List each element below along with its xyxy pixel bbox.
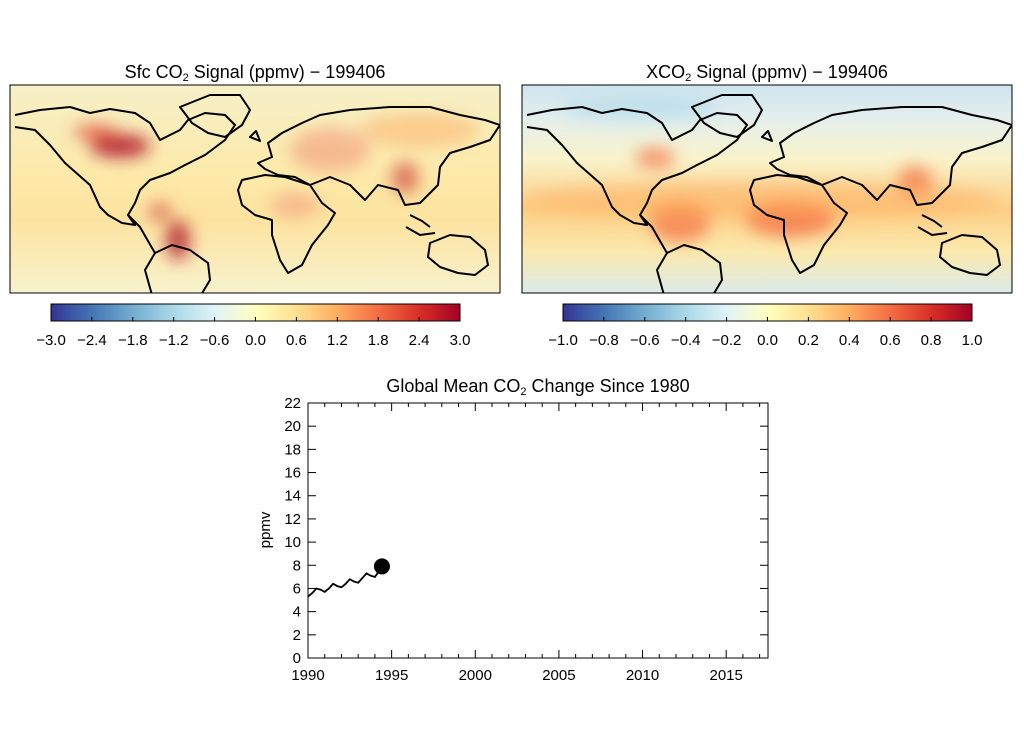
x-tick-label: 2005 (542, 667, 575, 684)
colorbar-1: −3.0 −2.4 −1.8 −1.2 −0.6 0.0 0.6 1.2 1.8 2.4 3.0 (36, 303, 471, 349)
colorbar-2-tick-label: −0.2 (712, 332, 742, 349)
colorbar-1-tick-label: −2.4 (77, 332, 107, 349)
current-point-marker (373, 558, 390, 575)
plot-frame (307, 402, 769, 659)
map2-panel (521, 84, 1013, 294)
colorbar-2-tick-label: −0.8 (589, 332, 619, 349)
map1-title-prefix: Sfc CO (124, 62, 183, 82)
x-tick-label: 2010 (626, 667, 659, 684)
colorbar-1-tick-label: −1.8 (118, 332, 148, 349)
map2-hotspots (522, 94, 1012, 293)
axis-ticks (307, 402, 768, 659)
map1-title-suffix: Signal (ppmv) − 199406 (188, 62, 386, 82)
map1-frame (9, 84, 501, 294)
chart-title-sub: 2 (520, 386, 527, 398)
colorbar-1-tick-label: 1.8 (368, 332, 389, 349)
colorbar-1-tick-label: 0.0 (245, 332, 266, 349)
map2-frame (521, 84, 1013, 294)
map1-title-sub: 2 (182, 72, 189, 84)
colorbar-2-tick-label: −0.6 (630, 332, 660, 349)
map2-title-sub: 2 (685, 72, 692, 84)
colorbar-2-tick-label: −1.0 (548, 332, 578, 349)
x-tick-label: 2000 (459, 667, 492, 684)
colorbar-1-tick-label: 0.6 (286, 332, 307, 349)
y-tick-label: 0 (293, 650, 301, 667)
y-tick-label: 8 (293, 557, 301, 574)
y-tick-label: 12 (284, 511, 301, 528)
colorbar-1-tick-label: −3.0 (36, 332, 66, 349)
x-tick-label: 2015 (709, 667, 742, 684)
chart-title: Global Mean CO2 Change Since 1980 (308, 376, 768, 398)
y-axis-label: ppmv (257, 511, 274, 548)
y-tick-label: 22 (284, 395, 301, 412)
colorbar-2: −1.0 −0.8 −0.6 −0.4 −0.2 0.0 0.2 0.4 0.6 0.8 1.0 (548, 303, 983, 349)
colorbar-1-tick-label: −0.6 (200, 332, 230, 349)
colorbar-1-tick-label: 1.2 (327, 332, 348, 349)
y-tick-label: 18 (284, 441, 301, 458)
colorbar-2-tick-label: −0.4 (671, 332, 701, 349)
y-tick-label: 6 (293, 580, 301, 597)
map1-panel (9, 84, 501, 294)
colorbar-1-tick-label: 3.0 (450, 332, 471, 349)
map2-title-prefix: XCO (646, 62, 686, 82)
colorbar-1-tick-label: 2.4 (409, 332, 430, 349)
colorbar-2-tick-label: 0.8 (921, 332, 942, 349)
line-chart: 0 2 4 6 8 10 12 14 16 18 20 22 1990 1995 2000 2005 2010 2… (257, 395, 769, 684)
colorbar-2-tick-label: 0.6 (880, 332, 901, 349)
map2-title-suffix: Signal (ppmv) − 199406 (691, 62, 888, 82)
chart-title-prefix: Global Mean CO (386, 376, 521, 396)
map1-title: Sfc CO2 Signal (ppmv) − 199406 (10, 62, 500, 84)
axis-labels: 0 2 4 6 8 10 12 14 16 18 20 22 1990 1995 2000 2005 2010 2… (284, 395, 743, 684)
y-tick-label: 16 (284, 465, 301, 482)
y-tick-label: 2 (293, 627, 301, 644)
y-tick-label: 10 (284, 534, 301, 551)
map2-title: XCO2 Signal (ppmv) − 199406 (522, 62, 1012, 84)
chart-title-suffix: Change Since 1980 (526, 376, 690, 396)
x-tick-label: 1990 (291, 667, 324, 684)
y-tick-label: 4 (293, 604, 301, 621)
x-tick-label: 1995 (375, 667, 408, 684)
y-tick-label: 20 (284, 418, 301, 435)
y-tick-label: 14 (284, 488, 301, 505)
colorbar-1-tick-label: −1.2 (159, 332, 189, 349)
colorbar-2-tick-label: 0.0 (757, 332, 778, 349)
colorbar-2-tick-label: 0.2 (798, 332, 819, 349)
series-line (307, 565, 383, 598)
colorbar-2-tick-label: 1.0 (962, 332, 983, 349)
map1-hotspots (14, 94, 500, 293)
colorbar-2-tick-label: 0.4 (839, 332, 860, 349)
